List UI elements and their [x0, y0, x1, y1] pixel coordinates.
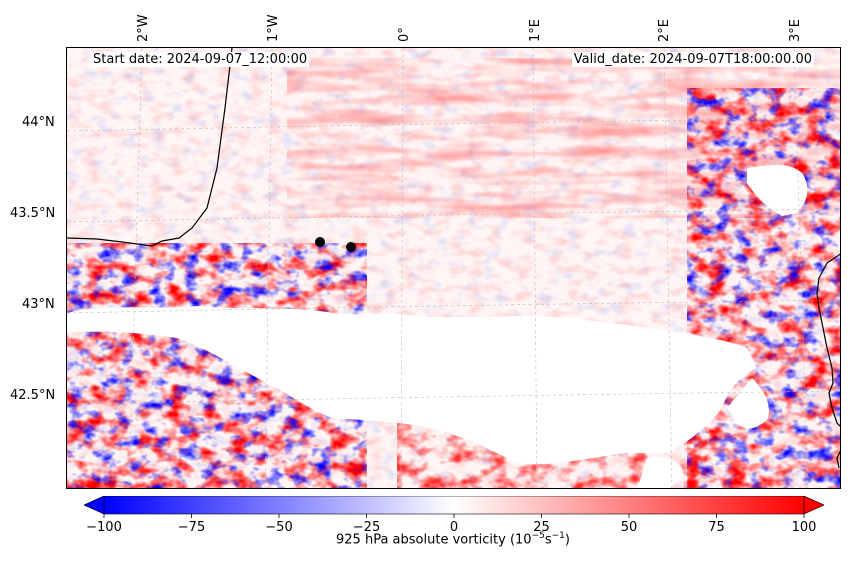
colorbar-tick-label: 100 — [791, 520, 817, 535]
lon-label-2e: 2°E — [657, 19, 672, 42]
lon-label-2w: 2°W — [136, 14, 151, 42]
blank-area-south — [67, 306, 757, 465]
start-date-label: Start date: 2024-09-07_12:00:00 — [91, 52, 310, 67]
colorbar-label: 925 hPa absolute vorticity (10−5s−1) — [336, 531, 570, 548]
lat-label-43-5n: 43.5°N — [10, 206, 56, 221]
colorbar-tick-label: 50 — [620, 520, 638, 535]
lat-label-42-5n: 42.5°N — [10, 388, 56, 403]
lon-label-3e: 3°E — [788, 19, 803, 42]
colorbar-tick-label: −75 — [177, 520, 206, 535]
map-marker-dot — [315, 237, 326, 248]
colorbar-extend-high — [803, 496, 824, 515]
colorbar-tick-label: −100 — [86, 520, 122, 535]
gridlines — [67, 48, 840, 488]
valid-date-label: Valid_date: 2024-09-07T18:00:00.00 — [571, 52, 814, 67]
colorbar-tick-label: 25 — [533, 520, 550, 535]
colorbar-tick-label: −25 — [352, 520, 381, 535]
blank-area-east-2 — [727, 378, 769, 429]
lon-label-1w: 1°W — [266, 14, 281, 42]
lon-label-0: 0° — [397, 27, 412, 42]
colorbar-tick-label: 0 — [449, 520, 459, 535]
vorticity-map: Start date: 2024-09-07_12:00:00 Valid_da… — [66, 47, 841, 489]
colorbar-body — [103, 496, 805, 515]
lat-label-44n: 44°N — [22, 115, 55, 130]
colorbar-tick-label: 75 — [708, 520, 725, 535]
map-marker-dot — [345, 242, 356, 253]
blank-area-east — [747, 164, 808, 216]
colorbar-tick-label: −50 — [265, 520, 293, 535]
colorbar — [84, 496, 824, 518]
lat-label-43n: 43°N — [22, 297, 55, 312]
vorticity-field — [67, 48, 840, 488]
coastline — [67, 48, 840, 469]
lon-label-1e: 1°E — [528, 19, 543, 42]
colorbar-extend-low — [84, 496, 105, 515]
